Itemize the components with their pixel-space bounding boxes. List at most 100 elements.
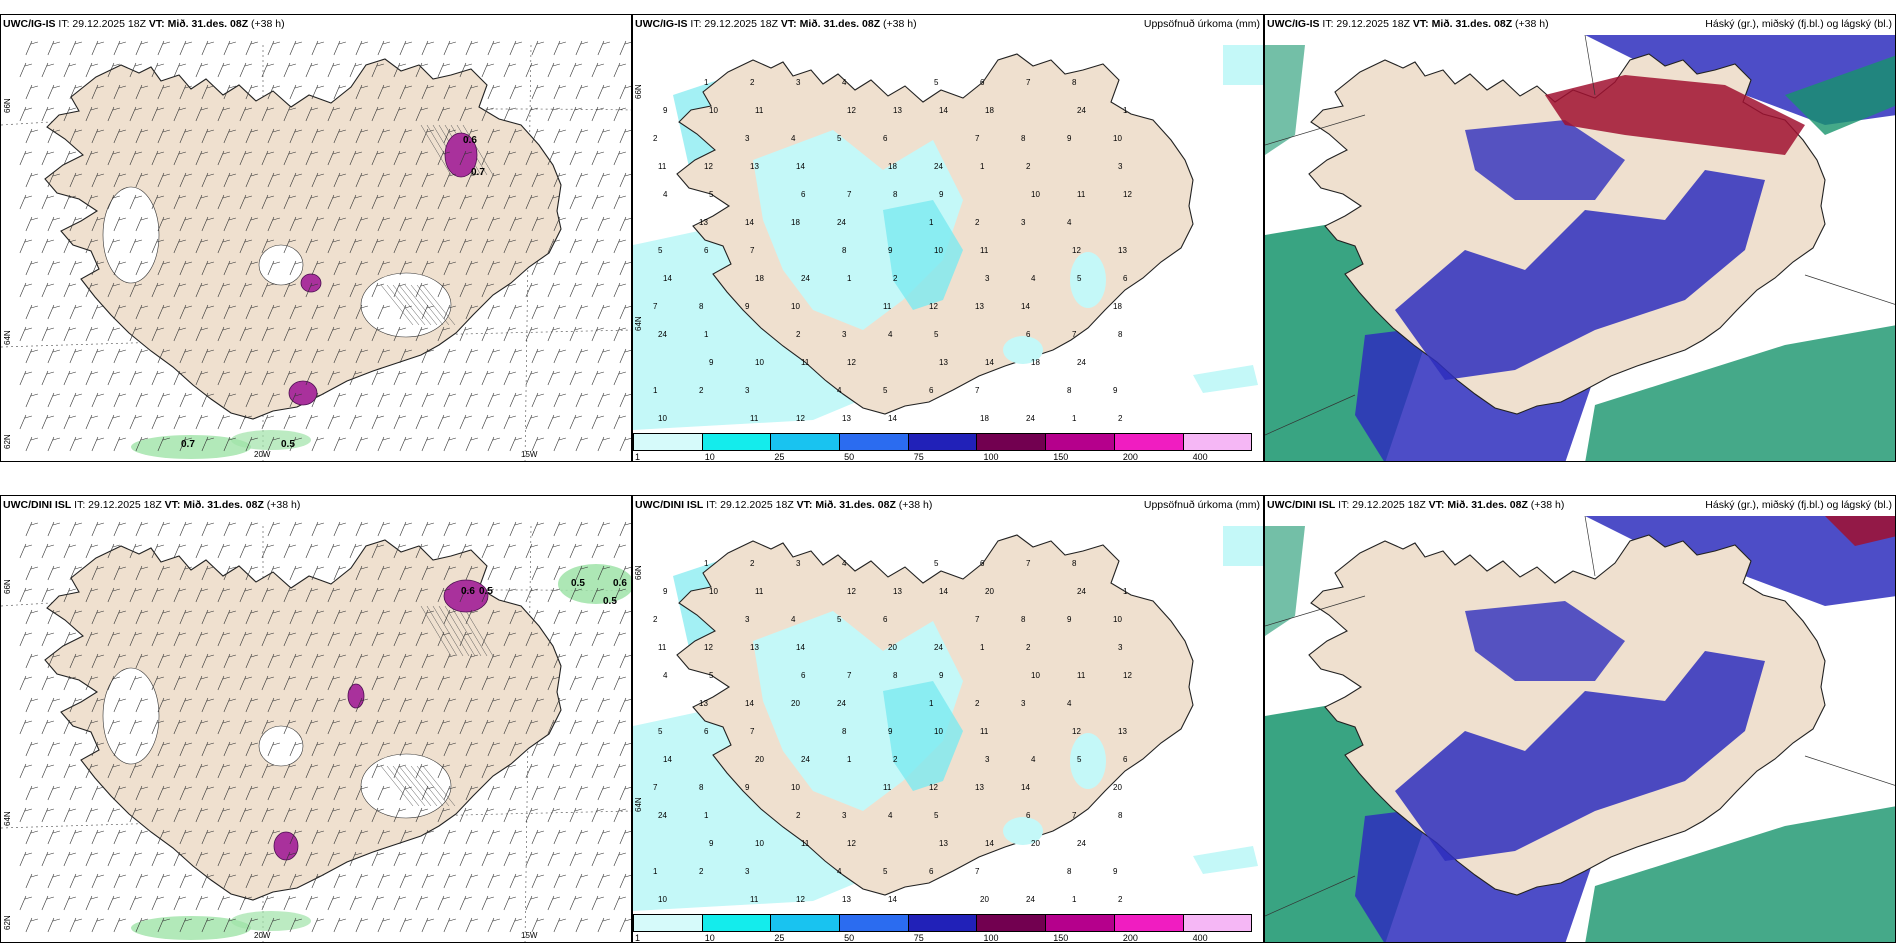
precip-value: 8 <box>699 302 704 311</box>
wind-barb <box>41 62 54 78</box>
wind-barb <box>393 675 406 691</box>
lat-label-66n: 66N <box>634 84 643 99</box>
wind-barb <box>47 260 60 276</box>
wind-barb <box>509 216 522 232</box>
wind-barb <box>283 106 296 122</box>
precip-value: 5 <box>934 330 939 339</box>
wind-barb <box>157 697 170 713</box>
wind-barb <box>355 917 368 933</box>
wind-barb <box>553 653 566 669</box>
wind-barb <box>151 675 164 691</box>
wind-barb <box>553 172 566 188</box>
wind-barb <box>63 631 76 647</box>
wind-barb <box>311 84 324 100</box>
wind-barb <box>69 172 82 188</box>
wind-barb <box>481 150 494 166</box>
wind-value-label: 0.5 <box>281 439 295 450</box>
precip-area <box>883 681 963 791</box>
wind-barb <box>333 873 346 889</box>
wind-barb <box>129 370 142 386</box>
wind-barb <box>415 543 428 559</box>
precip-value: 7 <box>653 302 658 311</box>
precip-value: 7 <box>847 190 852 199</box>
wind-barb <box>415 282 428 298</box>
wind-barb <box>355 741 368 757</box>
wind-barb <box>91 565 104 581</box>
wind-barb <box>437 631 450 647</box>
wind-barb <box>201 392 214 408</box>
wind-barb <box>371 675 384 691</box>
precip-value: 8 <box>893 671 898 680</box>
precip-value: 4 <box>791 134 796 143</box>
wind-barb <box>377 172 390 188</box>
wind-barb <box>547 719 560 735</box>
colorbar-swatch <box>907 914 978 932</box>
wind-barb <box>157 40 170 56</box>
wind-barb <box>41 587 54 603</box>
precip-value: 2 <box>1118 414 1123 423</box>
wind-barb <box>575 216 588 232</box>
wind-barb <box>201 172 214 188</box>
hatch-line <box>416 284 450 326</box>
wind-barb <box>487 873 500 889</box>
wind-barb <box>223 304 236 320</box>
wind-barb <box>261 414 274 430</box>
wind-barb <box>355 565 368 581</box>
precip-value: 1 <box>980 162 985 171</box>
wind-barb <box>129 194 142 210</box>
wind-barb <box>69 741 82 757</box>
precip-value: 4 <box>837 386 842 395</box>
wind-barb <box>91 172 104 188</box>
wind-barb <box>267 697 280 713</box>
wind-barb <box>531 172 544 188</box>
precip-value: 14 <box>888 895 897 904</box>
wind-barb <box>173 763 186 779</box>
wind-barb <box>239 719 252 735</box>
wind-value-label: 0.5 <box>603 596 617 607</box>
colorbar-swatch <box>1113 433 1184 451</box>
wind-barb <box>459 150 472 166</box>
precip-value: 12 <box>1123 190 1132 199</box>
wind-barb <box>261 326 274 342</box>
wind-barb <box>69 609 82 625</box>
wind-barb <box>349 326 362 342</box>
wind-barb <box>421 697 434 713</box>
precip-value: 12 <box>929 302 938 311</box>
wind-barb <box>481 587 494 603</box>
wind-barb <box>553 128 566 144</box>
precip-value: 8 <box>1067 867 1072 876</box>
wind-barb <box>349 238 362 254</box>
wind-barb <box>443 609 456 625</box>
wind-barb <box>157 653 170 669</box>
wind-barb <box>327 106 340 122</box>
wind-barb <box>399 348 412 364</box>
wind-barb <box>349 807 362 823</box>
wind-barb <box>179 785 192 801</box>
wind-barb <box>107 62 120 78</box>
cloud-map-bottom <box>1265 515 1895 942</box>
wind-barb <box>503 326 516 342</box>
wind-barb <box>19 675 32 691</box>
wind-barb <box>41 414 54 430</box>
wind-barb <box>107 282 120 298</box>
precip-value: 4 <box>842 559 847 568</box>
wind-barb <box>349 150 362 166</box>
wind-barb <box>525 851 538 867</box>
wind-barb <box>113 436 126 452</box>
precip-value: 12 <box>704 162 713 171</box>
wind-barb <box>465 260 478 276</box>
wind-barb <box>305 194 318 210</box>
wind-barb <box>69 521 82 537</box>
precip-value: 3 <box>1118 162 1123 171</box>
precip-value: 24 <box>934 162 943 171</box>
wind-barb <box>333 216 346 232</box>
precip-value: 11 <box>883 783 892 792</box>
wind-barb <box>525 631 538 647</box>
wind-barb <box>129 282 142 298</box>
precip-value: 6 <box>883 615 888 624</box>
precip-value: 1 <box>1072 895 1077 904</box>
wind-barb <box>355 216 368 232</box>
wind-barb <box>371 543 384 559</box>
wind-barb <box>547 587 560 603</box>
wind-barb <box>283 414 296 430</box>
